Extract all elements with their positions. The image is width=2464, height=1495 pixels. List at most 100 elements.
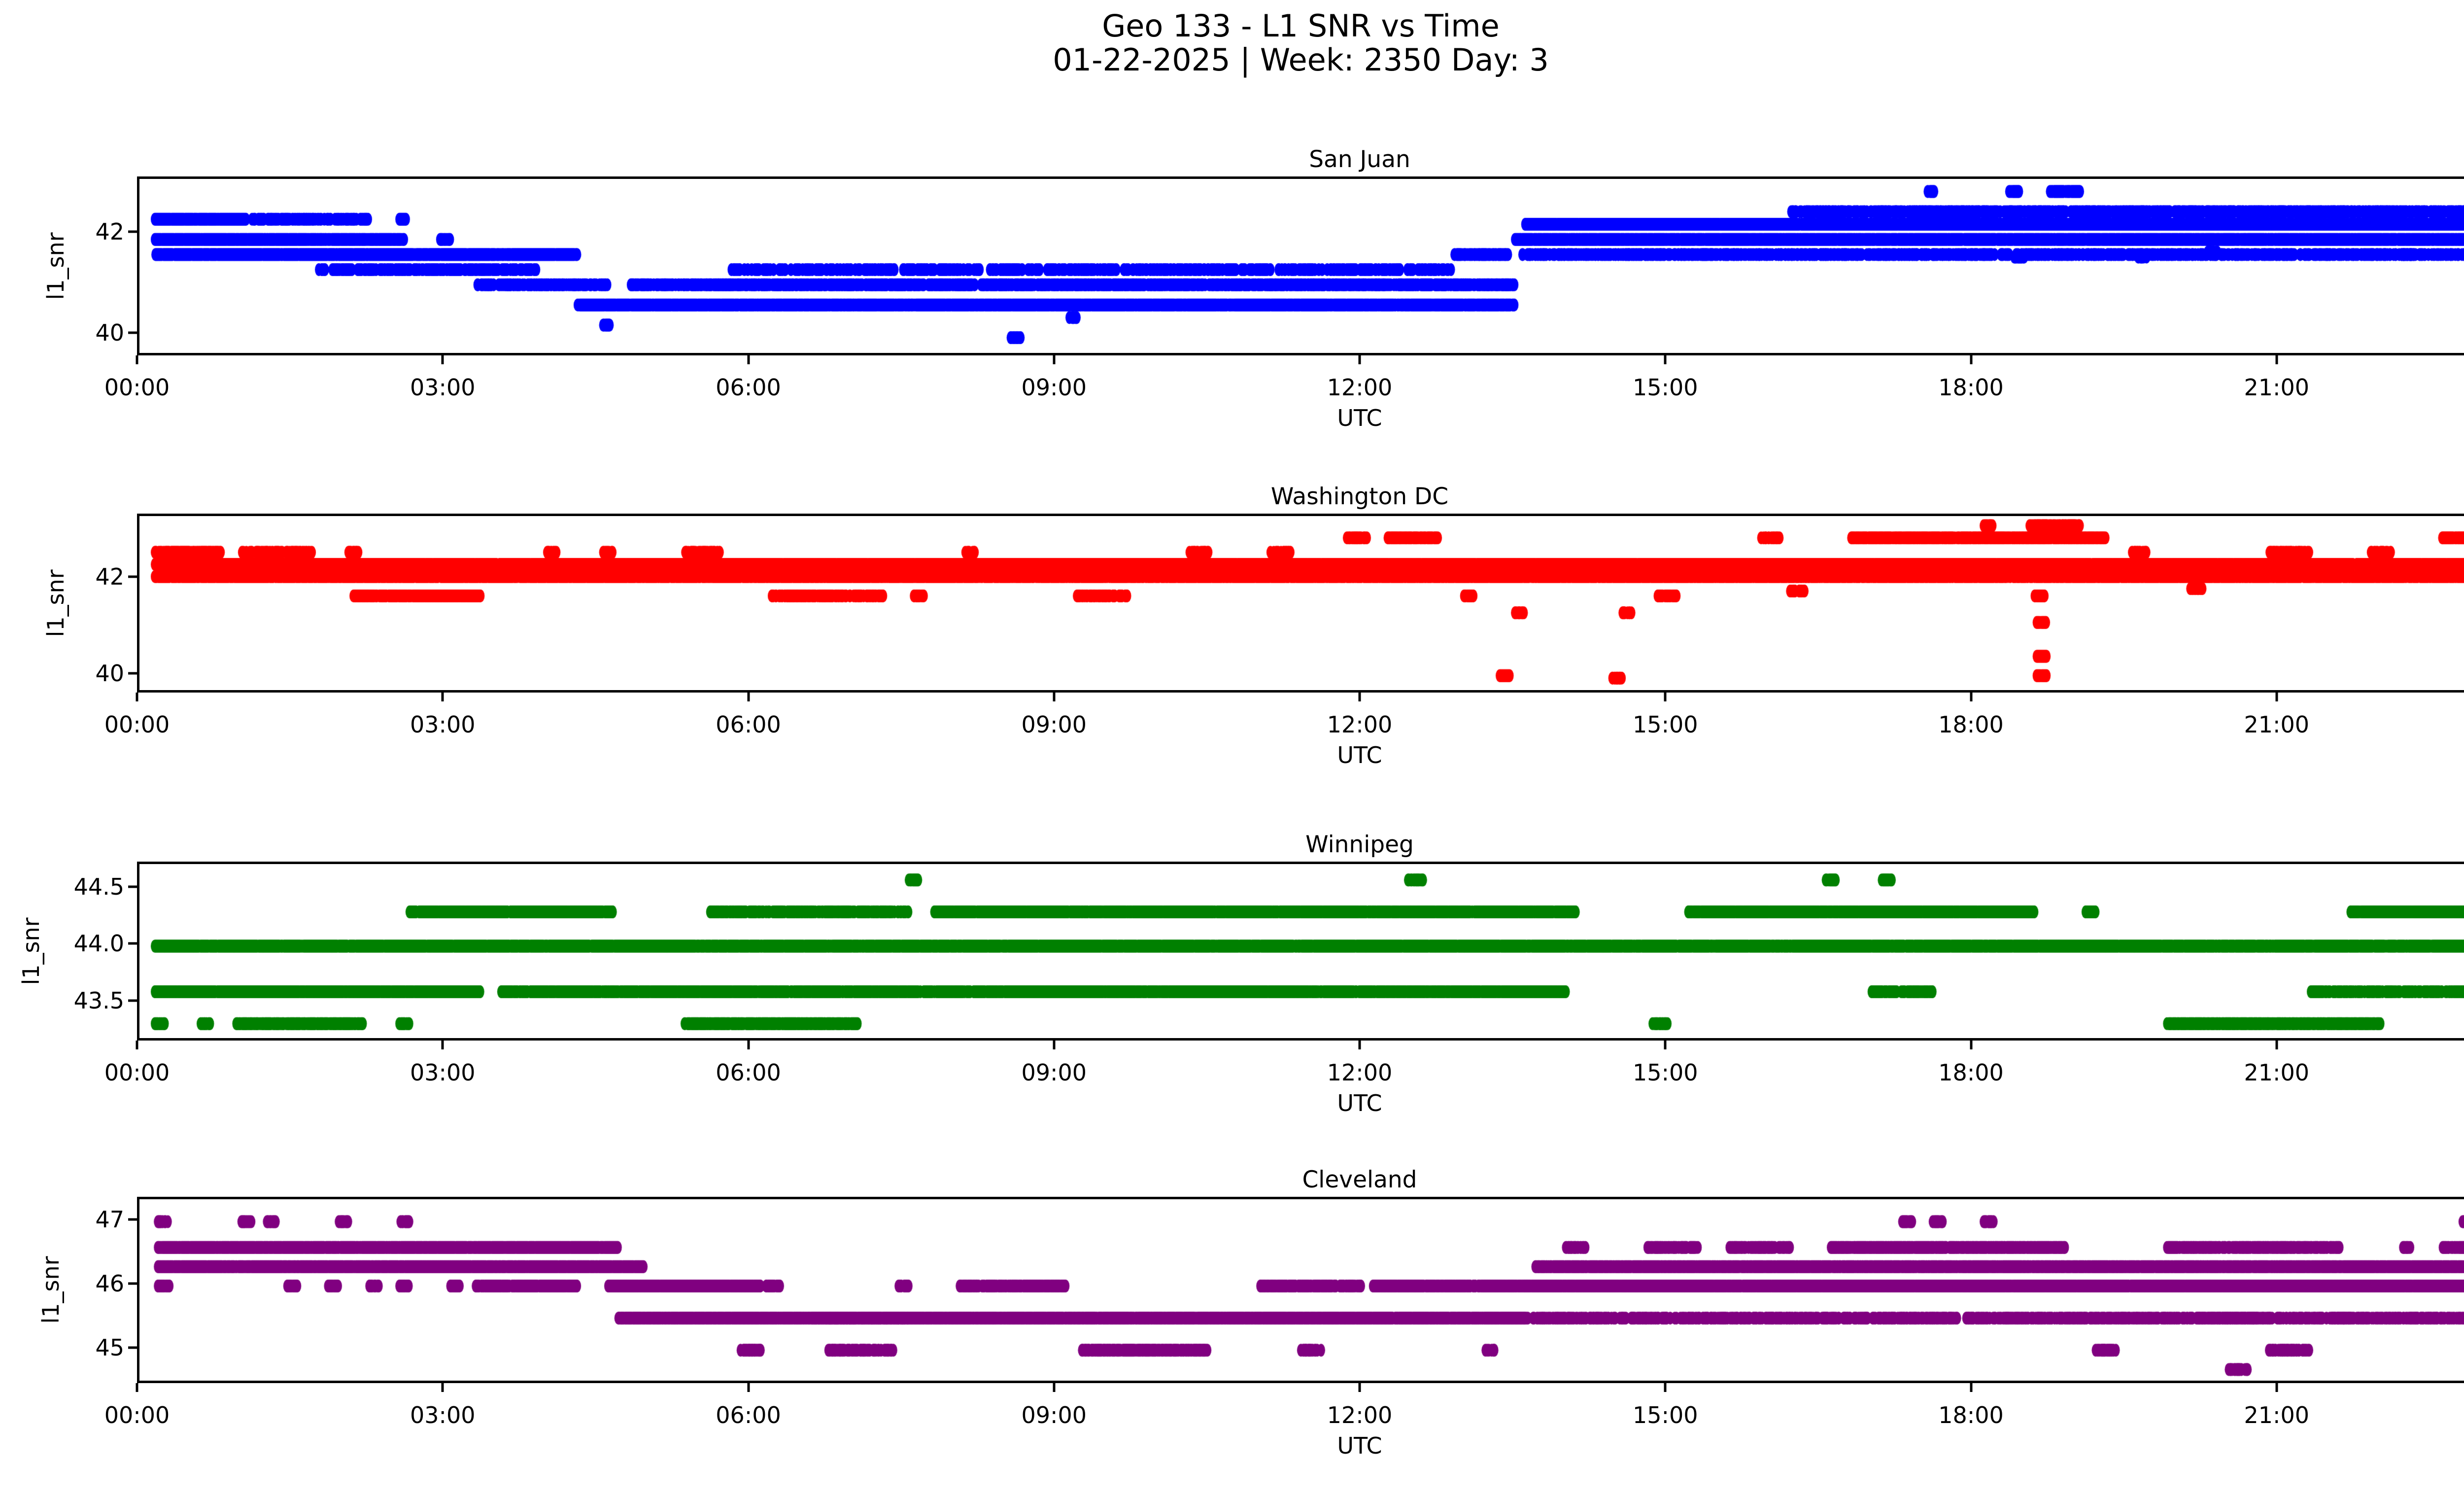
- x-tick-label: 06:00: [716, 374, 781, 401]
- y-axis-label: l1_snr: [42, 232, 69, 300]
- x-tick-label: 18:00: [1938, 374, 2004, 401]
- y-tick-label: 40: [95, 319, 124, 346]
- x-tick-mark: [1970, 355, 1972, 364]
- y-tick-mark: [128, 885, 137, 888]
- y-tick-mark: [128, 1282, 137, 1285]
- y-tick-mark: [128, 575, 137, 578]
- y-axis-label: l1_snr: [42, 569, 69, 637]
- scatter-series: [139, 864, 2464, 1038]
- subplot-winnipeg: Winnipeg 43.5 44.0 44.5 00:00 03:00 06:00 09:00…: [18, 831, 2464, 1116]
- x-tick-mark: [747, 1383, 750, 1392]
- plot-area: [137, 176, 2464, 355]
- x-tick-label: 15:00: [1632, 1402, 1698, 1428]
- y-tick-mark: [128, 1218, 137, 1221]
- x-tick-label: 06:00: [716, 1059, 781, 1086]
- x-tick-label: 21:00: [2244, 1059, 2310, 1086]
- y-tick-label: 43.5: [73, 987, 124, 1014]
- x-tick-mark: [441, 1383, 444, 1392]
- plot-area: [137, 862, 2464, 1041]
- y-tick-mark: [128, 942, 137, 945]
- subplot-title: San Juan: [1309, 146, 1410, 173]
- x-tick-label: 21:00: [2244, 374, 2310, 401]
- x-tick-mark: [136, 693, 138, 701]
- x-tick-label: 18:00: [1938, 1059, 2004, 1086]
- scatter-series: [139, 179, 2464, 353]
- y-tick-label: 45: [95, 1334, 124, 1361]
- x-tick-label: 03:00: [410, 374, 476, 401]
- subplot-title: Washington DC: [1270, 483, 1449, 510]
- x-tick-label: 18:00: [1938, 1402, 2004, 1428]
- x-tick-mark: [2275, 1383, 2278, 1392]
- x-tick-mark: [1664, 1041, 1667, 1049]
- x-axis-label: UTC: [1337, 1090, 1382, 1116]
- x-tick-label: 18:00: [1938, 711, 2004, 738]
- x-axis-label: UTC: [1337, 405, 1382, 431]
- x-tick-mark: [1053, 355, 1056, 364]
- scatter-series: [139, 516, 2464, 690]
- subplot-cleveland: Cleveland 45 46 47 00:00 03:00 06:00 09:00 12:00…: [37, 1166, 2464, 1459]
- y-tick-label: 46: [95, 1270, 124, 1297]
- x-tick-mark: [1053, 1383, 1056, 1392]
- x-tick-mark: [1358, 1041, 1361, 1049]
- x-tick-mark: [136, 1383, 138, 1392]
- x-tick-mark: [1664, 693, 1667, 701]
- x-tick-label: 06:00: [716, 711, 781, 738]
- x-tick-mark: [1358, 355, 1361, 364]
- y-axis-label: l1_snr: [37, 1256, 64, 1324]
- x-axis-label: UTC: [1337, 1432, 1382, 1459]
- x-tick-label: 15:00: [1632, 711, 1698, 738]
- y-tick-mark: [128, 999, 137, 1002]
- x-tick-label: 09:00: [1021, 711, 1087, 738]
- y-axis-label: l1_snr: [18, 917, 44, 985]
- x-tick-label: 12:00: [1327, 1059, 1393, 1086]
- y-tick-mark: [128, 331, 137, 334]
- y-tick-label: 42: [95, 218, 124, 245]
- x-tick-mark: [1053, 1041, 1056, 1049]
- x-tick-label: 21:00: [2244, 711, 2310, 738]
- x-tick-mark: [1053, 693, 1056, 701]
- x-tick-mark: [2275, 1041, 2278, 1049]
- x-tick-label: 03:00: [410, 1402, 476, 1428]
- subplot-san-juan: San Juan 40 42 00:00 03:00 06:00 09:00 12:00 15:…: [42, 146, 2464, 431]
- x-tick-mark: [1358, 1383, 1361, 1392]
- x-tick-mark: [2275, 693, 2278, 701]
- x-tick-mark: [441, 693, 444, 701]
- x-tick-mark: [1358, 693, 1361, 701]
- x-tick-label: 00:00: [104, 374, 170, 401]
- x-tick-label: 00:00: [104, 1402, 170, 1428]
- x-tick-label: 06:00: [716, 1402, 781, 1428]
- x-tick-mark: [136, 1041, 138, 1049]
- x-tick-mark: [747, 693, 750, 701]
- x-tick-label: 12:00: [1327, 1402, 1393, 1428]
- subplot-title: Cleveland: [1302, 1166, 1417, 1193]
- x-tick-label: 09:00: [1021, 374, 1087, 401]
- scatter-series: [139, 1199, 2464, 1381]
- y-tick-mark: [128, 672, 137, 675]
- x-tick-mark: [1970, 1383, 1972, 1392]
- x-tick-mark: [1664, 1383, 1667, 1392]
- x-tick-mark: [2275, 355, 2278, 364]
- subplot-title: Winnipeg: [1305, 831, 1414, 858]
- x-tick-mark: [1664, 355, 1667, 364]
- y-tick-label: 47: [95, 1206, 124, 1233]
- x-tick-label: 15:00: [1632, 374, 1698, 401]
- x-tick-label: 09:00: [1021, 1059, 1087, 1086]
- x-tick-label: 09:00: [1021, 1402, 1087, 1428]
- x-tick-mark: [1970, 1041, 1972, 1049]
- x-tick-mark: [136, 355, 138, 364]
- y-tick-label: 44.5: [73, 873, 124, 900]
- y-tick-label: 42: [95, 563, 124, 590]
- x-tick-mark: [1970, 693, 1972, 701]
- x-tick-mark: [747, 1041, 750, 1049]
- x-tick-label: 12:00: [1327, 711, 1393, 738]
- x-tick-label: 00:00: [104, 711, 170, 738]
- y-tick-mark: [128, 1346, 137, 1349]
- x-tick-mark: [441, 1041, 444, 1049]
- x-axis-label: UTC: [1337, 742, 1382, 768]
- x-tick-label: 03:00: [410, 711, 476, 738]
- x-tick-label: 00:00: [104, 1059, 170, 1086]
- x-tick-label: 12:00: [1327, 374, 1393, 401]
- subplot-washington-dc: Washington DC 40 42 00:00 03:00 06:00 09:00 12:…: [42, 483, 2464, 768]
- x-tick-label: 15:00: [1632, 1059, 1698, 1086]
